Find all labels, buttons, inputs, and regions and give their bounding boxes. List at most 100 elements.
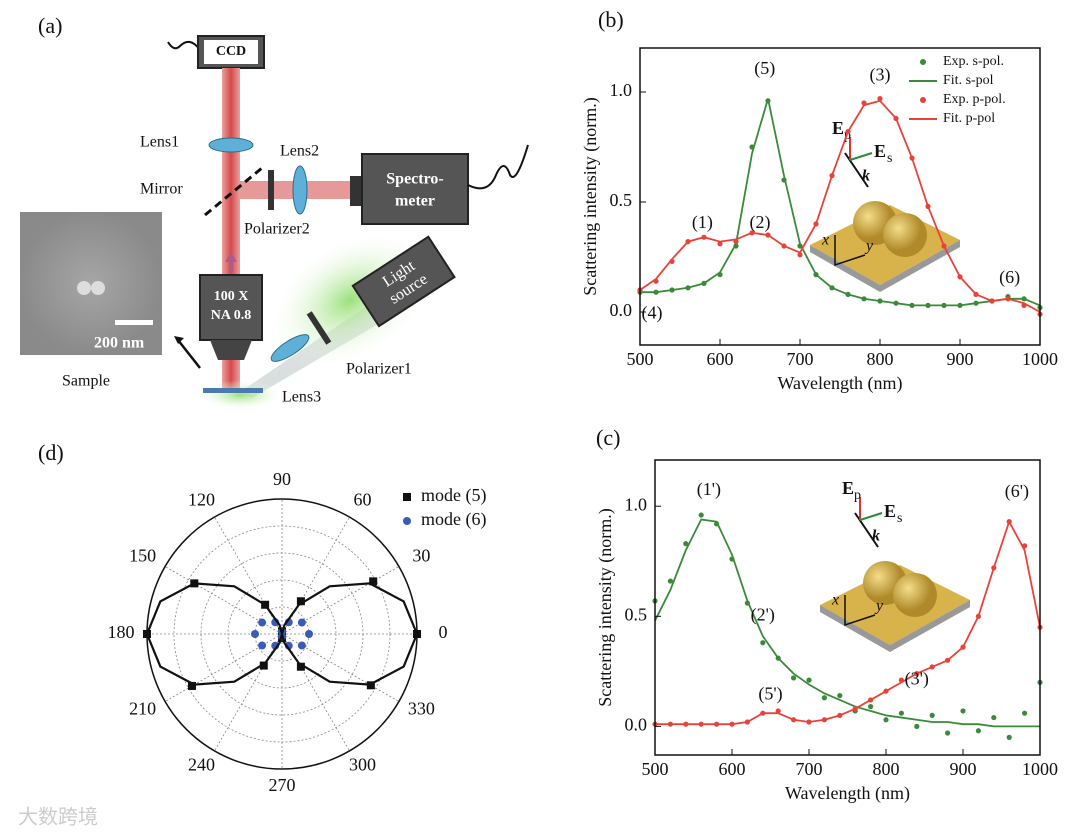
ccd-face xyxy=(204,40,258,64)
arrow-head xyxy=(174,336,184,344)
data-point xyxy=(667,578,674,584)
cable xyxy=(167,40,201,51)
arrow xyxy=(225,252,237,272)
inset-label: y xyxy=(864,238,874,255)
angle-label: 90 xyxy=(273,469,291,489)
cable xyxy=(467,144,529,190)
grid-spoke xyxy=(214,633,283,752)
polarizer xyxy=(268,170,274,210)
angle-label: 300 xyxy=(349,755,376,775)
data-point xyxy=(877,96,883,102)
inset-label: s xyxy=(887,151,892,166)
y-tick-label: 1.0 xyxy=(610,80,633,100)
fit-line xyxy=(640,98,1041,307)
x-tick-label: 1000 xyxy=(1022,759,1058,779)
e-field xyxy=(849,152,873,161)
e-field xyxy=(859,512,883,521)
annotation: (3') xyxy=(905,668,929,689)
grid-spoke xyxy=(164,566,283,635)
data-point xyxy=(369,577,378,586)
inset-label: x xyxy=(821,232,829,249)
inset-label: y xyxy=(874,598,884,615)
x-tick-label: 500 xyxy=(642,759,669,779)
data-point xyxy=(717,241,723,247)
plot-frame xyxy=(654,459,1041,756)
y-tick-label: 0.5 xyxy=(625,604,648,624)
x-tick-label: 900 xyxy=(950,759,977,779)
data-point xyxy=(797,252,803,258)
data-point xyxy=(837,692,843,699)
angle-label: 240 xyxy=(188,755,215,775)
data-point xyxy=(366,681,375,690)
inset-label: E xyxy=(832,118,844,138)
y-tick-label: 0.0 xyxy=(610,300,633,320)
spectrometer xyxy=(361,153,469,225)
angle-label: 210 xyxy=(129,699,156,719)
data-point xyxy=(791,675,797,681)
y-axis-label: Scattering intensity (norm.) xyxy=(580,97,601,295)
arrow xyxy=(177,339,201,369)
panel-label: (d) xyxy=(38,440,64,465)
grid-spoke xyxy=(281,633,350,752)
data-point xyxy=(945,730,951,736)
legend-swatch xyxy=(403,517,411,525)
k-vector xyxy=(854,512,879,548)
angle-label: 60 xyxy=(354,490,372,510)
data-point xyxy=(305,630,313,638)
sphere xyxy=(893,573,937,617)
inset-label: s xyxy=(897,511,902,526)
particle xyxy=(77,281,91,295)
inset-label: k xyxy=(872,528,880,545)
data-point xyxy=(775,708,781,714)
scale-bar-label: 200 nm xyxy=(94,335,145,352)
legend-label: Fit. p-pol xyxy=(943,111,995,126)
axes-icon xyxy=(844,595,876,627)
angle-label: 30 xyxy=(412,546,430,566)
inset-label: E xyxy=(884,501,896,521)
annotation: (6) xyxy=(999,267,1020,288)
objective-tip xyxy=(210,340,252,360)
x-tick-label: 600 xyxy=(719,759,746,779)
angle-label: 330 xyxy=(408,699,435,719)
x-axis-label: Wavelength (nm) xyxy=(785,783,910,804)
x-tick-label: 500 xyxy=(627,349,654,369)
fit-line xyxy=(655,519,1041,726)
fit-line xyxy=(145,582,419,686)
sem-image xyxy=(20,212,162,355)
x-tick-label: 800 xyxy=(867,349,894,369)
data-point xyxy=(297,641,306,650)
y-tick-label: 0.5 xyxy=(610,190,633,210)
x-axis-label: Wavelength (nm) xyxy=(777,373,902,394)
setup-diagram: (a) CCD Lens1 Mirror Polarizer2 Lens2 Sp… xyxy=(18,13,529,829)
data-point xyxy=(258,641,267,650)
lens xyxy=(270,334,310,362)
light-source: Light source xyxy=(351,235,456,328)
grid-spoke xyxy=(281,566,400,635)
inset-label: x xyxy=(831,592,839,609)
data-point xyxy=(760,640,766,646)
x-tick-label: 900 xyxy=(947,349,974,369)
annotation: (1') xyxy=(697,479,721,500)
data-point xyxy=(960,708,966,714)
data-point xyxy=(296,662,305,671)
grid-spoke xyxy=(281,516,350,635)
legend-swatch xyxy=(920,97,926,103)
annotation: (1) xyxy=(692,212,713,233)
annotation: (2) xyxy=(750,212,771,233)
y-axis-label: Scattering intensity (norm.) xyxy=(595,508,616,706)
data-point xyxy=(683,541,689,547)
ccd-label: CCD xyxy=(216,44,246,59)
inset-label: k xyxy=(862,168,870,185)
grid-spoke xyxy=(164,633,283,702)
annotation: (6') xyxy=(1005,481,1029,502)
inset-label: p xyxy=(844,128,851,143)
data-point xyxy=(806,677,812,683)
data-point xyxy=(258,618,267,627)
y-tick-label: 1.0 xyxy=(625,494,648,514)
polarizer xyxy=(306,311,332,345)
angle-label: 0 xyxy=(439,622,448,642)
x-tick-label: 1000 xyxy=(1022,349,1058,369)
angle-label: 120 xyxy=(188,490,215,510)
data-point xyxy=(821,695,828,701)
